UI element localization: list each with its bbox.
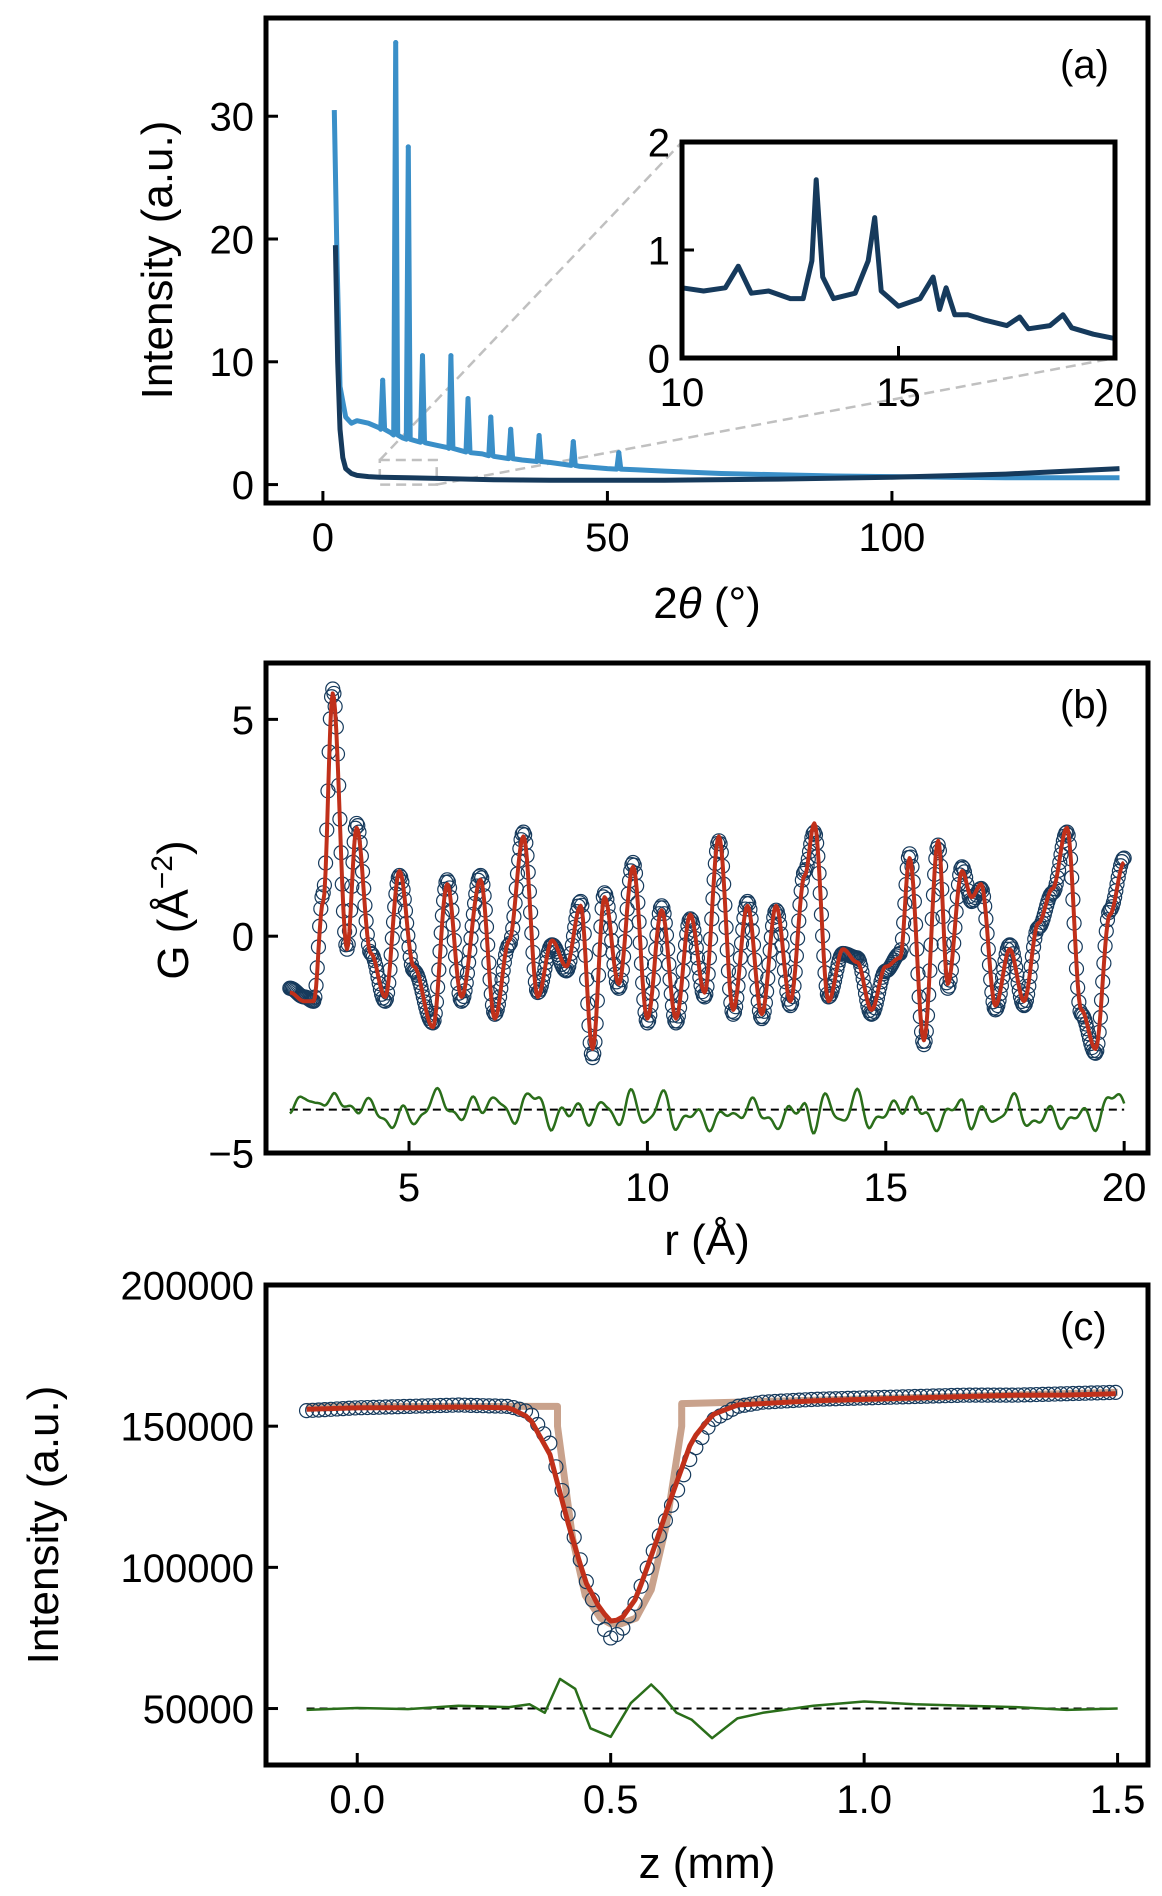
y-tick-label: 5 <box>232 699 254 743</box>
x-tick-label: 5 <box>398 1166 420 1210</box>
x-tick-label: 10 <box>660 371 705 415</box>
inset-plot: 10 15 20 0 1 2 <box>648 121 1138 415</box>
peak-marker <box>508 426 514 432</box>
inset-y-ticks: 0 1 2 <box>648 121 694 381</box>
x-tick-label: 20 <box>1102 1166 1147 1210</box>
panel-c: 0.0 0.5 1.0 1.5 50000 100000 150000 200000 (c)… <box>19 1264 1151 1888</box>
y-tick-label: 2 <box>648 121 670 165</box>
data-point <box>364 946 380 962</box>
y-ticks-b: 5 0 −5 <box>208 699 278 1176</box>
peak-marker <box>393 40 399 46</box>
fit-line <box>289 691 1126 1051</box>
y-tick-label: 10 <box>210 341 255 385</box>
model-line <box>306 1388 1118 1628</box>
x-ticks-c: 0.0 0.5 1.0 1.5 <box>329 1753 1145 1822</box>
x-tick-label: 0 <box>312 516 334 560</box>
data-point <box>615 1620 631 1636</box>
x-axis-label-b: r (Å) <box>664 1216 750 1265</box>
x-axis-label-a: 2θ (°) <box>653 579 760 628</box>
zoom-region-box <box>378 458 438 486</box>
series-light-line <box>331 40 1120 481</box>
zoom-guide-line <box>436 356 1116 486</box>
peak-marker <box>419 353 425 359</box>
x-tick-label: 1.5 <box>1090 1778 1146 1822</box>
data-point <box>391 867 408 884</box>
y-tick-label: −5 <box>208 1132 254 1176</box>
panel-label-a: (a) <box>1060 43 1109 87</box>
peak-marker <box>488 414 494 420</box>
y-tick-label: 200000 <box>121 1264 254 1308</box>
y-axis-label-b: G (Å−2) <box>146 840 198 979</box>
x-tick-label: 15 <box>876 371 921 415</box>
peak-marker <box>380 377 386 383</box>
fit-line <box>306 1391 1116 1624</box>
data-point <box>578 1574 594 1590</box>
data-point <box>531 984 547 1000</box>
x-tick-label: 0.0 <box>329 1778 385 1822</box>
peak-marker <box>405 144 411 150</box>
zoom-guide-line <box>378 141 683 461</box>
y-tick-label: 50000 <box>143 1688 254 1732</box>
y-tick-label: 0 <box>232 916 254 960</box>
x-tick-label: 100 <box>859 516 926 560</box>
data-point <box>425 1015 441 1031</box>
x-tick-label: 15 <box>864 1166 909 1210</box>
y-tick-label: 100000 <box>121 1547 254 1591</box>
x-tick-label: 10 <box>625 1166 670 1210</box>
difference-curve <box>289 1086 1126 1135</box>
peak-marker <box>616 450 622 456</box>
x-tick-label: 0.5 <box>583 1778 639 1822</box>
y-axis-label-a: Intensity (a.u.) <box>133 121 182 400</box>
panel-b: 5 10 15 20 5 0 −5 (b) r (Å) G (Å−2) <box>146 660 1151 1265</box>
data-point <box>887 950 903 966</box>
data-point <box>768 902 784 918</box>
y-tick-label: 20 <box>210 218 255 262</box>
data-point <box>890 947 906 963</box>
inset-x-ticks: 10 15 20 <box>660 346 1138 415</box>
y-tick-label: 1 <box>648 229 670 273</box>
axes-frame-b <box>263 660 1151 1156</box>
panel-label-c: (c) <box>1060 1305 1107 1349</box>
x-tick-label: 50 <box>585 516 630 560</box>
plot-area-c <box>298 1384 1124 1740</box>
y-tick-label: 150000 <box>121 1406 254 1450</box>
y-ticks-c: 50000 100000 150000 200000 <box>121 1264 278 1732</box>
inset-background <box>682 142 1115 358</box>
x-axis-label-c: z (mm) <box>639 1839 776 1888</box>
peak-marker <box>570 439 576 445</box>
data-point <box>407 963 423 979</box>
axes-frame-c <box>263 1282 1151 1768</box>
inset-plot-area <box>681 177 1116 342</box>
plot-area-a <box>331 40 1120 483</box>
y-axis-label-c: Intensity (a.u.) <box>19 1386 68 1665</box>
y-ticks-a: 0 10 20 30 <box>210 96 278 508</box>
y-tick-label: 0 <box>232 464 254 508</box>
plot-area-b <box>282 681 1132 1135</box>
data-point <box>973 880 989 897</box>
difference-curve <box>306 1677 1118 1740</box>
peak-marker <box>465 396 471 402</box>
axes-frame-a <box>263 15 1151 506</box>
x-tick-label: 1.0 <box>836 1778 892 1822</box>
x-ticks-a: 0 50 100 <box>312 491 926 560</box>
y-tick-label: 0 <box>648 337 670 381</box>
data-point <box>1058 825 1074 841</box>
series-dark-line <box>332 245 1120 483</box>
x-ticks-b: 5 10 15 20 <box>398 1141 1147 1210</box>
peak-marker <box>536 432 542 438</box>
inset-series-line <box>681 177 1116 342</box>
peak-marker <box>448 353 454 359</box>
panel-label-b: (b) <box>1060 683 1109 727</box>
x-tick-label: 20 <box>1093 371 1138 415</box>
y-tick-label: 30 <box>210 96 255 140</box>
